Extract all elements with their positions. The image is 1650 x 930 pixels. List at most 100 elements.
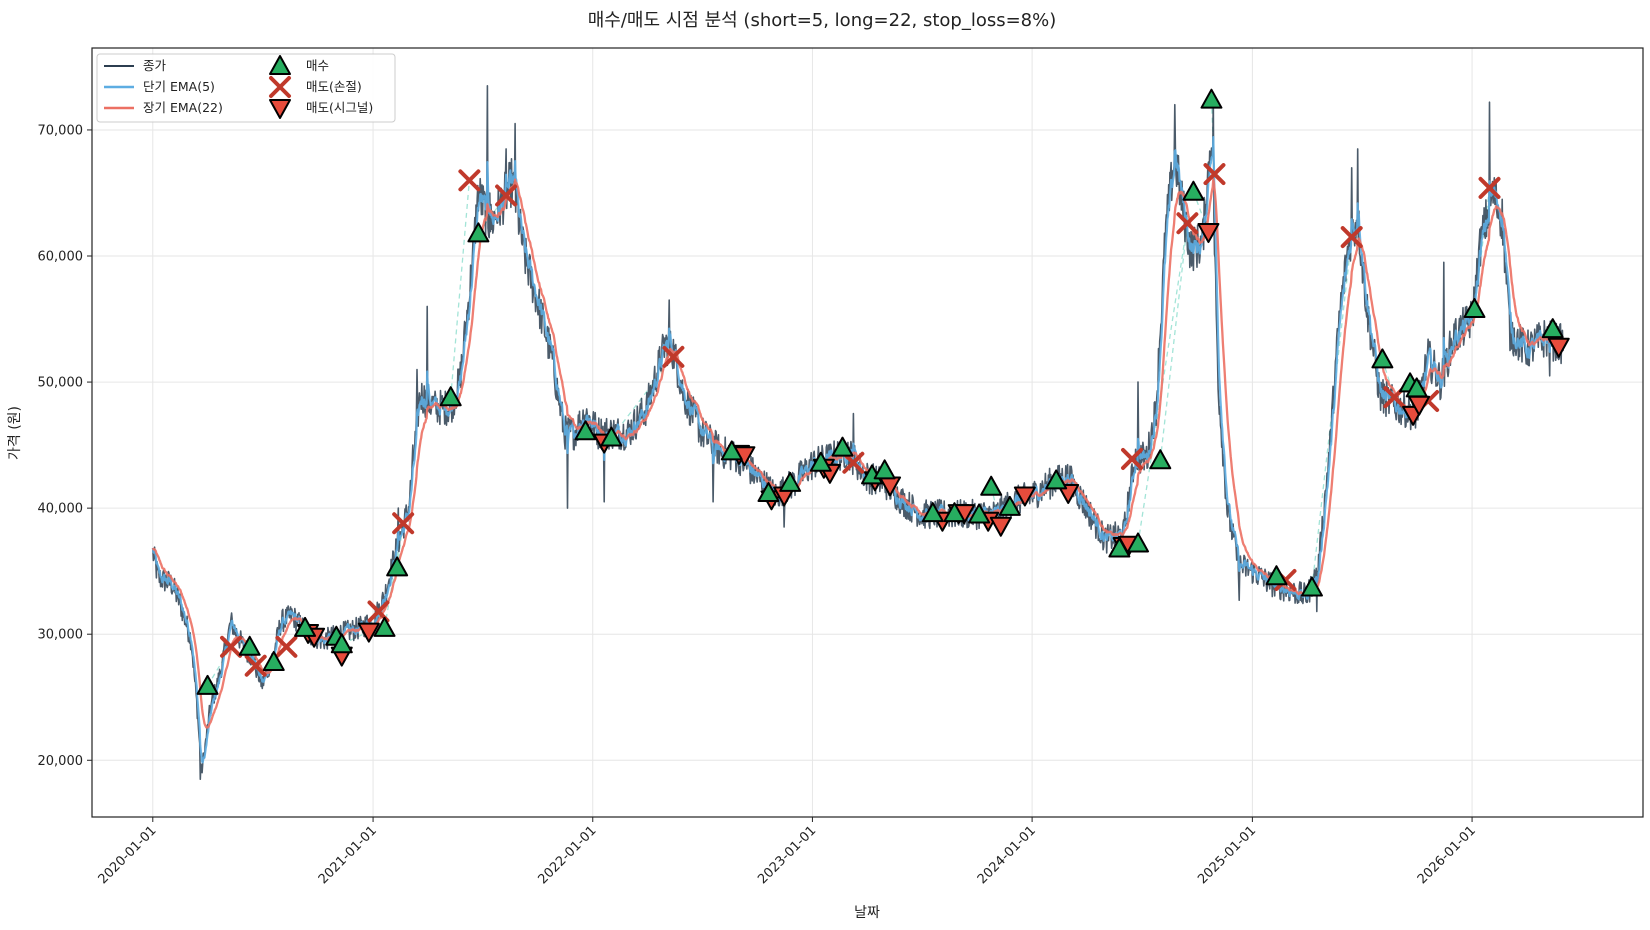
y-tick-label: 70,000 [38, 123, 84, 138]
sell-stop-stroke [1478, 176, 1501, 199]
sell-stop-stroke [244, 654, 267, 677]
legend-box [96, 53, 396, 123]
sell-stop-stroke [1121, 447, 1144, 470]
sell-stop-stroke [458, 169, 481, 192]
y-tick-label: 20,000 [38, 754, 84, 769]
sell-signal-marker [1197, 223, 1220, 244]
sell-signal-marker [1057, 484, 1080, 505]
buy-marker [968, 503, 991, 524]
stop-cross-icon [269, 76, 291, 98]
sell-stop-marker [842, 451, 865, 474]
ema-long-line [151, 178, 1564, 729]
legend-signal-icon [269, 99, 291, 119]
sell-stop-stroke [1340, 226, 1363, 249]
sell-stop-stroke [392, 512, 415, 535]
buy-marker [1108, 537, 1131, 558]
sell-signal-marker [989, 516, 1012, 537]
buy-marker [1541, 318, 1564, 339]
buy-marker [373, 616, 396, 637]
legend-buy-label: 매수 [306, 58, 329, 73]
buy-marker [998, 495, 1021, 516]
sell-stop-stroke [275, 635, 298, 658]
buy-marker [1265, 565, 1288, 586]
buy-marker [294, 616, 317, 637]
buy-marker [779, 471, 802, 492]
buy-marker [809, 451, 832, 472]
trade-link [1381, 359, 1396, 398]
series-layer [151, 85, 1565, 780]
legend: 종가 단기 EMA(5) 장기 EMA(22) 매수 매도(손절) 매도(시그널… [96, 53, 396, 123]
buy-marker [921, 502, 944, 523]
legend-ema-long-label: 장기 EMA(22) [143, 100, 223, 115]
grid [92, 48, 1643, 817]
markers-layer [196, 88, 1570, 695]
y-tick-label: 30,000 [38, 628, 84, 643]
trade-link [1192, 191, 1210, 233]
buy-marker [467, 222, 490, 243]
sell-stop-marker [1478, 176, 1501, 199]
legend-signal-label: 매도(시그널) [306, 100, 373, 115]
close-price-line [152, 85, 1564, 780]
sell-stop-marker [392, 512, 415, 535]
sell-stop-stroke [367, 600, 390, 623]
x-tick-label: 2022-01-01 [536, 823, 600, 887]
buy-triangle-icon [269, 55, 291, 75]
sell-stop-marker [458, 169, 481, 192]
sell-stop-stroke [1203, 163, 1226, 186]
buy-marker [238, 635, 261, 656]
sell-stop-stroke [269, 76, 291, 98]
buy-marker [386, 556, 409, 577]
buy-marker [1405, 377, 1428, 398]
sell-stop-marker [244, 654, 267, 677]
y-axis: 20,000 30,000 40,000 50,000 60,000 70,000 [38, 123, 92, 769]
legend-stop-label: 매도(손절) [306, 79, 362, 94]
buy-marker [330, 633, 353, 654]
sell-stop-stroke [1176, 212, 1199, 235]
ema-short-line [151, 136, 1565, 764]
trade-link [1159, 223, 1189, 461]
sell-stop-stroke [220, 635, 243, 658]
legend-buy-icon [269, 55, 291, 75]
x-tick-label: 2020-01-01 [96, 823, 160, 887]
buy-marker [1045, 469, 1068, 490]
x-axis: 2020-01-01 2021-01-01 2022-01-01 2023-01-01… [96, 817, 1479, 887]
sell-signal-marker [1013, 486, 1036, 507]
x-tick-label: 2024-01-01 [975, 823, 1039, 887]
sell-signal-marker [1547, 337, 1570, 358]
sell-stop-marker [662, 345, 685, 368]
sell-stop-marker [1176, 212, 1199, 235]
buy-marker [757, 482, 780, 503]
y-tick-label: 40,000 [38, 502, 84, 517]
buy-marker [439, 386, 462, 407]
sell-stop-marker [275, 635, 298, 658]
trade-link [450, 180, 471, 398]
buy-marker [1127, 532, 1150, 553]
sell-stop-marker [495, 184, 518, 207]
buy-marker [1463, 297, 1486, 318]
y-tick-label: 50,000 [38, 376, 84, 391]
sell-stop-marker [1203, 163, 1226, 186]
signal-triangle-icon [269, 99, 291, 119]
buy-marker [831, 436, 854, 457]
buy-marker [1182, 180, 1205, 201]
chart-title: 매수/매도 시점 분석 (short=5, long=22, stop_loss… [588, 10, 1057, 31]
x-tick-label: 2026-01-01 [1415, 823, 1479, 887]
legend-close-label: 종가 [143, 58, 167, 73]
buy-marker [574, 420, 597, 441]
x-tick-label: 2021-01-01 [316, 823, 380, 887]
buy-marker [1300, 576, 1323, 597]
y-tick-label: 60,000 [38, 250, 84, 265]
sell-stop-stroke [495, 184, 518, 207]
buy-marker [943, 502, 966, 523]
sell-stop-marker [1121, 447, 1144, 470]
buy-marker [1371, 348, 1394, 369]
buy-marker [262, 650, 285, 671]
buy-marker [720, 440, 743, 461]
legend-ema-short-label: 단기 EMA(5) [143, 79, 215, 94]
legend-stop-icon [269, 76, 291, 98]
sell-stop-stroke [842, 451, 865, 474]
buy-marker [1149, 449, 1172, 470]
sell-stop-marker [220, 635, 243, 658]
